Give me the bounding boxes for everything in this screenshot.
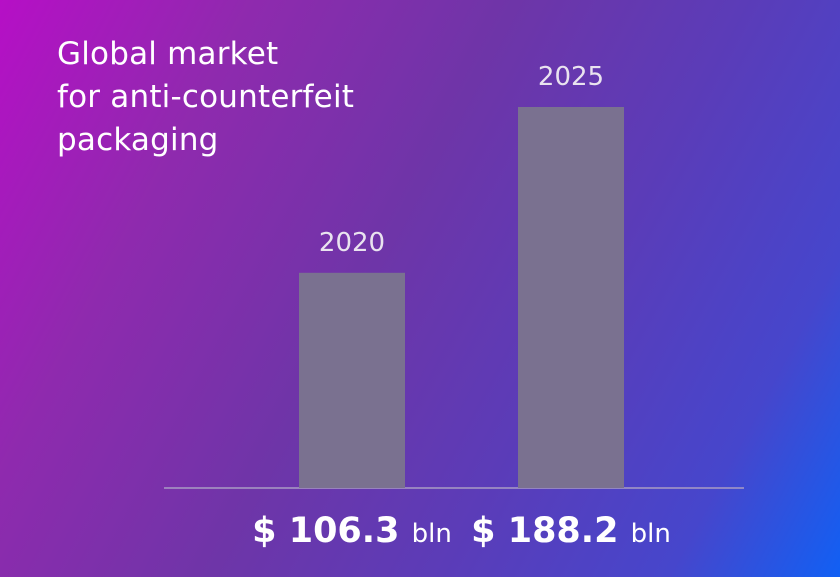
- category-label-2020: 2020: [319, 228, 385, 258]
- bars-group: 2020 $ 106.3 bln 2025 $ 188.2 bln: [252, 62, 671, 551]
- chart-title-line-2: for anti-counterfeit: [57, 79, 355, 115]
- chart-title: Global market for anti-counterfeit packa…: [57, 33, 417, 162]
- category-label-2025: 2025: [538, 62, 604, 92]
- bar-2025: [518, 107, 624, 488]
- chart-title-line-3: packaging: [57, 122, 219, 158]
- chart-title-line-1: Global market: [57, 36, 279, 72]
- bar-2020: [299, 272, 405, 488]
- value-label-2025: $ 188.2 bln: [471, 511, 671, 551]
- value-label-2020: $ 106.3 bln: [252, 511, 452, 551]
